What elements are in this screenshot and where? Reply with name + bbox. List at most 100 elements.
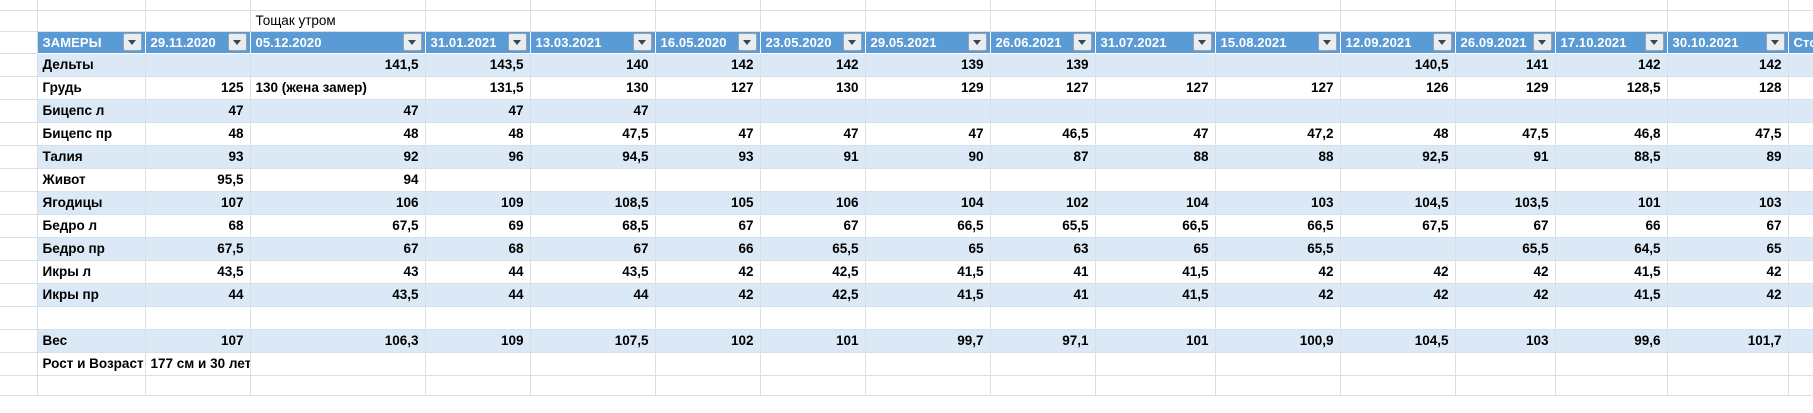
cell[interactable] [1788, 352, 1813, 376]
cell[interactable] [655, 99, 761, 123]
empty-cell[interactable] [655, 10, 761, 32]
row-label[interactable]: Икры л [37, 260, 146, 284]
cell[interactable]: 130 [760, 76, 866, 100]
cell[interactable] [1667, 168, 1789, 192]
cell[interactable]: 66 [1555, 214, 1668, 238]
cell[interactable]: 42 [1215, 283, 1341, 307]
cell[interactable] [1455, 99, 1556, 123]
empty-cell[interactable] [760, 0, 866, 11]
cell[interactable]: 41,5 [865, 260, 991, 284]
cell[interactable]: 107 [145, 329, 251, 353]
cell[interactable]: 41,5 [1095, 260, 1216, 284]
cell[interactable]: 142 [655, 53, 761, 77]
empty-cell[interactable] [425, 10, 531, 32]
empty-cell[interactable] [1667, 375, 1789, 396]
cell[interactable]: 88 [1095, 145, 1216, 169]
empty-cell[interactable] [0, 0, 38, 11]
cell[interactable] [1095, 306, 1216, 330]
cell[interactable]: 96 [425, 145, 531, 169]
filter-button[interactable] [1192, 33, 1212, 51]
cell[interactable]: 88,5 [1555, 145, 1668, 169]
column-header-17.10.2021[interactable]: 17.10.2021 [1555, 31, 1668, 54]
cell[interactable]: 177 см и 30 лет [145, 352, 251, 376]
cell[interactable]: 103 [1455, 329, 1556, 353]
cell[interactable]: 47 [425, 99, 531, 123]
row-label[interactable]: Рост и Возраст [37, 352, 146, 376]
cell[interactable]: 93 [145, 145, 251, 169]
filter-button[interactable] [402, 33, 422, 51]
cell[interactable] [1455, 306, 1556, 330]
cell[interactable] [1788, 76, 1813, 100]
cell[interactable]: 67 [530, 237, 656, 261]
cell[interactable]: 103 [1215, 191, 1341, 215]
cell[interactable]: 128,5 [1555, 76, 1668, 100]
cell[interactable]: 47,5 [1667, 122, 1789, 146]
empty-cell[interactable] [0, 260, 38, 284]
empty-cell[interactable] [530, 375, 656, 396]
filter-button[interactable] [1072, 33, 1092, 51]
empty-cell[interactable] [0, 191, 38, 215]
cell[interactable]: 66 [655, 237, 761, 261]
cell[interactable]: 47 [760, 122, 866, 146]
cell[interactable]: 42 [1667, 283, 1789, 307]
cell[interactable]: 101 [760, 329, 866, 353]
cell[interactable] [1215, 99, 1341, 123]
cell[interactable]: 127 [1095, 76, 1216, 100]
filter-button[interactable] [122, 33, 142, 51]
cell[interactable]: 140 [530, 53, 656, 77]
cell[interactable] [1215, 352, 1341, 376]
column-header-31.07.2021[interactable]: 31.07.2021 [1095, 31, 1216, 54]
cell[interactable] [865, 352, 991, 376]
row-label[interactable]: Дельты [37, 53, 146, 77]
cell[interactable]: 109 [425, 329, 531, 353]
empty-cell[interactable] [990, 375, 1096, 396]
row-label[interactable]: Бицепс пр [37, 122, 146, 146]
cell[interactable]: 41 [990, 283, 1096, 307]
cell[interactable]: 125 [145, 76, 251, 100]
cell[interactable] [1788, 260, 1813, 284]
cell[interactable]: 65 [1667, 237, 1789, 261]
empty-cell[interactable] [250, 0, 426, 11]
empty-cell[interactable] [1340, 0, 1456, 11]
column-header-26.06.2021[interactable]: 26.06.2021 [990, 31, 1096, 54]
cell[interactable]: 41,5 [865, 283, 991, 307]
empty-cell[interactable] [1555, 375, 1668, 396]
cell[interactable]: 127 [655, 76, 761, 100]
cell[interactable]: 41 [990, 260, 1096, 284]
cell[interactable]: 127 [1215, 76, 1341, 100]
row-label[interactable]: Грудь [37, 76, 146, 100]
cell[interactable]: 90 [865, 145, 991, 169]
cell[interactable] [1788, 168, 1813, 192]
empty-cell[interactable] [145, 10, 251, 32]
cell[interactable] [145, 53, 251, 77]
empty-cell[interactable] [1455, 375, 1556, 396]
cell[interactable]: 130 [530, 76, 656, 100]
row-label[interactable]: Талия [37, 145, 146, 169]
cell[interactable]: 41,5 [1095, 283, 1216, 307]
cell[interactable] [1788, 191, 1813, 215]
cell[interactable]: 129 [865, 76, 991, 100]
empty-cell[interactable] [1788, 0, 1813, 11]
cell[interactable]: 130 (жена замер) [250, 76, 426, 100]
cell[interactable]: 100,9 [1215, 329, 1341, 353]
empty-cell[interactable] [1667, 0, 1789, 11]
empty-cell[interactable] [530, 10, 656, 32]
cell[interactable] [1667, 352, 1789, 376]
cell[interactable]: 68 [145, 214, 251, 238]
cell[interactable]: 67,5 [250, 214, 426, 238]
cell[interactable]: 102 [655, 329, 761, 353]
cell[interactable] [990, 352, 1096, 376]
empty-cell[interactable] [0, 145, 38, 169]
cell[interactable]: 43,5 [530, 260, 656, 284]
row-label[interactable] [37, 306, 146, 330]
cell[interactable]: 104,5 [1340, 191, 1456, 215]
cell[interactable] [760, 352, 866, 376]
empty-cell[interactable] [0, 214, 38, 238]
empty-cell[interactable] [0, 122, 38, 146]
filter-button[interactable] [967, 33, 987, 51]
empty-cell[interactable] [1095, 10, 1216, 32]
cell[interactable]: 67 [1455, 214, 1556, 238]
cell[interactable]: 106,3 [250, 329, 426, 353]
row-label[interactable]: Бедро пр [37, 237, 146, 261]
cell[interactable]: 67 [1667, 214, 1789, 238]
